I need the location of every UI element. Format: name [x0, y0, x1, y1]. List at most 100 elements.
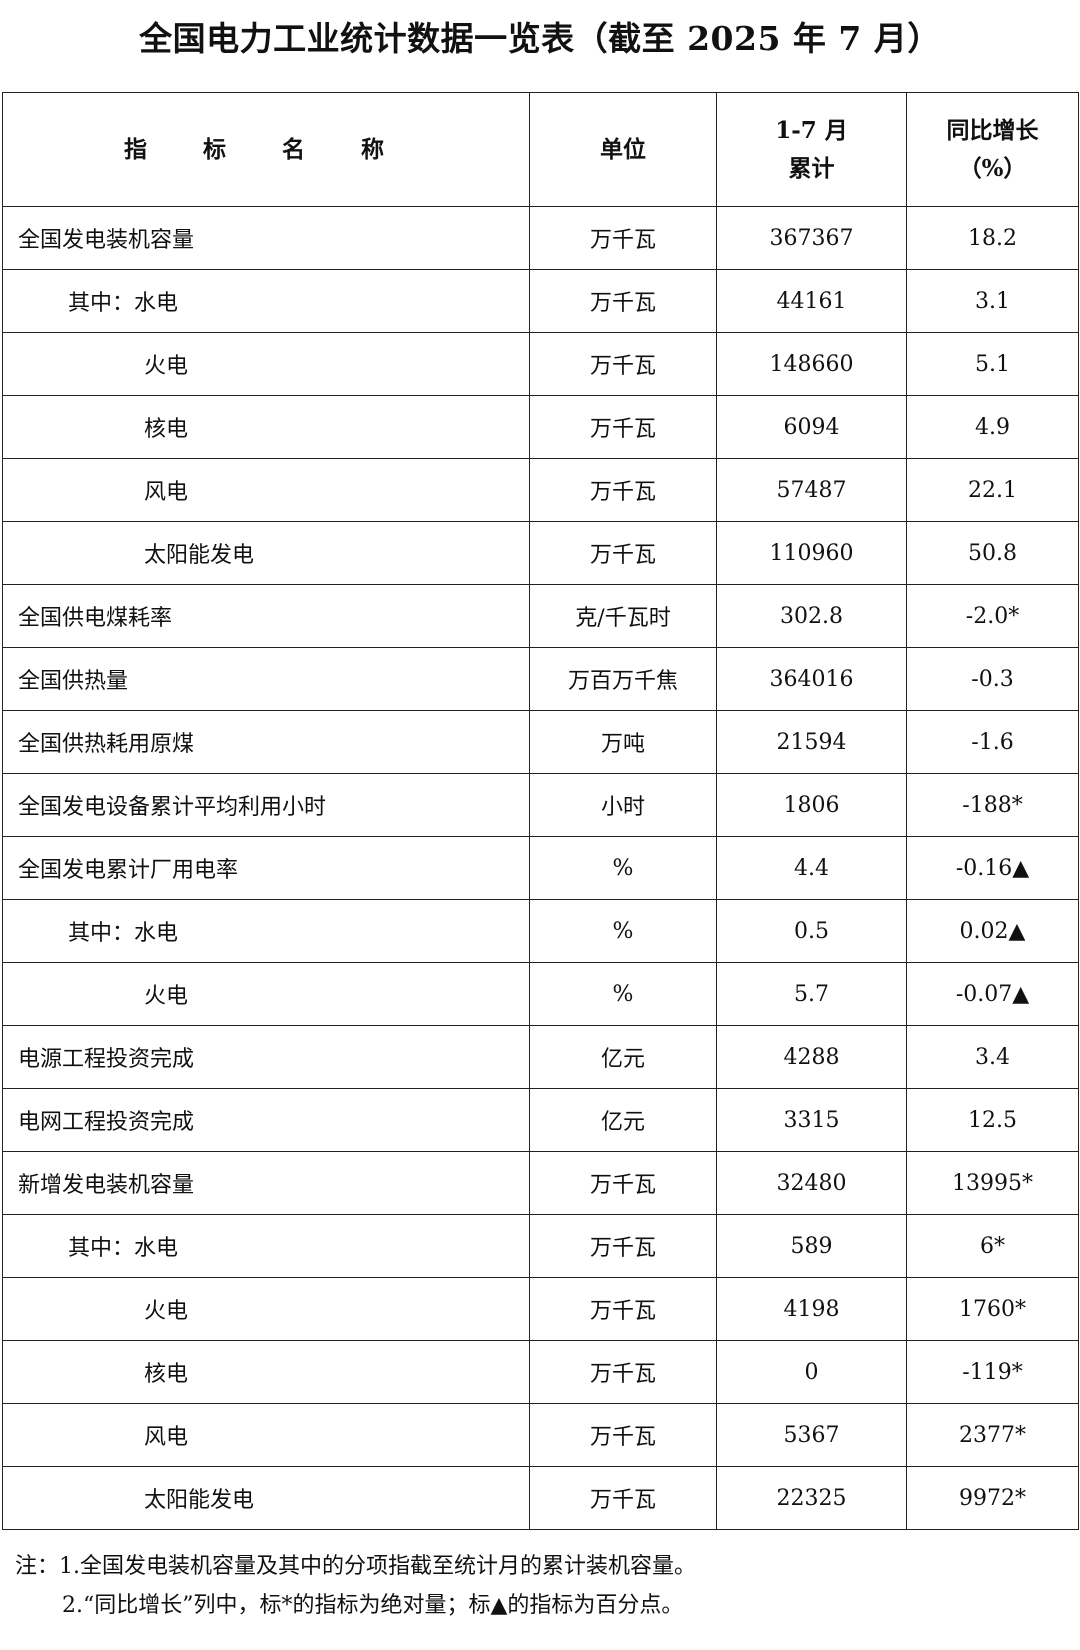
indicator-name-cell: 全国发电累计厂用电率: [2, 836, 530, 900]
growth-cell: 22.1: [906, 458, 1079, 522]
cumulative-value-cell: 22325: [716, 1466, 907, 1530]
cumulative-value-cell: 4.4: [716, 836, 907, 900]
cumulative-value-cell: 44161: [716, 269, 907, 333]
cumulative-value-cell: 4288: [716, 1025, 907, 1089]
table-row: 全国发电装机容量 万千瓦 367367 18.2: [2, 206, 1079, 270]
growth-cell: 2377*: [906, 1403, 1079, 1467]
table-row: 火电 万千瓦 4198 1760*: [2, 1277, 1079, 1341]
growth-cell: 12.5: [906, 1088, 1079, 1152]
table-row: 太阳能发电 万千瓦 22325 9972*: [2, 1466, 1079, 1530]
cumulative-value-cell: 5367: [716, 1403, 907, 1467]
table-row: 核电 万千瓦 0 -119*: [2, 1340, 1079, 1404]
cumulative-value-cell: 3315: [716, 1088, 907, 1152]
unit-cell: %: [529, 899, 717, 963]
indicator-name-cell: 全国发电装机容量: [2, 206, 530, 270]
indicator-name-cell: 新增发电装机容量: [2, 1151, 530, 1215]
indicator-name-cell: 太阳能发电: [2, 1466, 530, 1530]
footnote-1: 注：1.全国发电装机容量及其中的分项指截至统计月的累计装机容量。: [15, 1554, 696, 1579]
cumulative-value-cell: 589: [716, 1214, 907, 1278]
growth-cell: -2.0*: [906, 584, 1079, 648]
table-row: 全国发电累计厂用电率% 4.4 -0.16▲: [2, 836, 1079, 900]
footnote-2: 2.“同比增长”列中，标*的指标为绝对量；标▲的指标为百分点。: [62, 1593, 684, 1618]
table-row: 全国供热量 万百万千焦 364016 -0.3: [2, 647, 1079, 711]
indicator-name-cell: 核电: [2, 395, 530, 459]
indicator-name-cell: 火电: [2, 332, 530, 396]
table-row: 其中：水电% 0.5 0.02▲: [2, 899, 1079, 963]
table-row: 太阳能发电 万千瓦 110960 50.8: [2, 521, 1079, 585]
table-row: 火电 万千瓦 148660 5.1: [2, 332, 1079, 396]
cumulative-value-cell: 21594: [716, 710, 907, 774]
growth-cell: 6*: [906, 1214, 1079, 1278]
unit-cell: 万千瓦: [529, 206, 717, 270]
unit-cell: 亿元: [529, 1025, 717, 1089]
indicator-name-cell: 电网工程投资完成: [2, 1088, 530, 1152]
unit-cell: 万千瓦: [529, 1277, 717, 1341]
cumulative-value-cell: 5.7: [716, 962, 907, 1026]
indicator-name-cell: 电源工程投资完成: [2, 1025, 530, 1089]
unit-cell: 亿元: [529, 1088, 717, 1152]
indicator-name-cell: 风电: [2, 1403, 530, 1467]
growth-cell: 5.1: [906, 332, 1079, 396]
unit-cell: 万千瓦: [529, 1466, 717, 1530]
cumulative-value-cell: 32480: [716, 1151, 907, 1215]
indicator-name-cell: 其中：水电: [2, 1214, 530, 1278]
header-unit: 单位: [529, 92, 717, 207]
indicator-name-cell: 核电: [2, 1340, 530, 1404]
cumulative-value-cell: 57487: [716, 458, 907, 522]
growth-cell: 13995*: [906, 1151, 1079, 1215]
table-header-row: 指 标 名 称 单位 1-7 月累计 同比增长 （%）: [2, 92, 1079, 207]
unit-cell: %: [529, 962, 717, 1026]
unit-cell: 万千瓦: [529, 269, 717, 333]
header-growth: 同比增长 （%）: [906, 92, 1079, 207]
indicator-name-cell: 火电: [2, 962, 530, 1026]
table-row: 电源工程投资完成 亿元 4288 3.4: [2, 1025, 1079, 1089]
unit-cell: 小时: [529, 773, 717, 837]
indicator-name-cell: 火电: [2, 1277, 530, 1341]
cumulative-value-cell: 4198: [716, 1277, 907, 1341]
unit-cell: 万百万千焦: [529, 647, 717, 711]
growth-cell: 3.1: [906, 269, 1079, 333]
table-row: 全国供电煤耗率 克/千瓦时 302.8 -2.0*: [2, 584, 1079, 648]
growth-cell: -1.6: [906, 710, 1079, 774]
table-row: 风电 万千瓦 5367 2377*: [2, 1403, 1079, 1467]
cumulative-value-cell: 1806: [716, 773, 907, 837]
unit-cell: 万吨: [529, 710, 717, 774]
table-row: 其中：水电 万千瓦 589 6*: [2, 1214, 1079, 1278]
unit-cell: 万千瓦: [529, 1214, 717, 1278]
growth-cell: 4.9: [906, 395, 1079, 459]
indicator-name-cell: 太阳能发电: [2, 521, 530, 585]
table-row: 全国发电设备累计平均利用小时 小时 1806 -188*: [2, 773, 1079, 837]
statistics-table: 指 标 名 称 单位 1-7 月累计 同比增长 （%） 全国发电装机容量 万千瓦 36…: [2, 92, 1079, 1530]
cumulative-value-cell: 302.8: [716, 584, 907, 648]
indicator-name-cell: 全国发电设备累计平均利用小时: [2, 773, 530, 837]
cumulative-value-cell: 6094: [716, 395, 907, 459]
footnotes: 注：1.全国发电装机容量及其中的分项指截至统计月的累计装机容量。 2.“同比增长…: [15, 1547, 696, 1625]
indicator-name-cell: 全国供热耗用原煤: [2, 710, 530, 774]
header-indicator-name: 指 标 名 称: [2, 92, 530, 207]
indicator-name-cell: 其中：水电: [2, 899, 530, 963]
table-row: 风电 万千瓦 57487 22.1: [2, 458, 1079, 522]
growth-cell: -0.07▲: [906, 962, 1079, 1026]
table-row: 电网工程投资完成 亿元 3315 12.5: [2, 1088, 1079, 1152]
unit-cell: 万千瓦: [529, 458, 717, 522]
cumulative-value-cell: 0.5: [716, 899, 907, 963]
page-title: 全国电力工业统计数据一览表（截至 2025 年 7 月）: [139, 19, 941, 58]
growth-cell: 50.8: [906, 521, 1079, 585]
header-cumulative: 1-7 月累计: [716, 92, 907, 207]
table-row: 核电 万千瓦 6094 4.9: [2, 395, 1079, 459]
table-row: 其中：水电 万千瓦 44161 3.1: [2, 269, 1079, 333]
unit-cell: 万千瓦: [529, 1151, 717, 1215]
growth-cell: 18.2: [906, 206, 1079, 270]
unit-cell: 万千瓦: [529, 332, 717, 396]
unit-cell: 万千瓦: [529, 521, 717, 585]
unit-cell: 万千瓦: [529, 395, 717, 459]
indicator-name-cell: 全国供热量: [2, 647, 530, 711]
indicator-name-cell: 风电: [2, 458, 530, 522]
growth-cell: 9972*: [906, 1466, 1079, 1530]
unit-cell: 克/千瓦时: [529, 584, 717, 648]
cumulative-value-cell: 110960: [716, 521, 907, 585]
unit-cell: 万千瓦: [529, 1403, 717, 1467]
indicator-name-cell: 全国供电煤耗率: [2, 584, 530, 648]
table-row: 全国供热耗用原煤 万吨 21594 -1.6: [2, 710, 1079, 774]
growth-cell: 0.02▲: [906, 899, 1079, 963]
